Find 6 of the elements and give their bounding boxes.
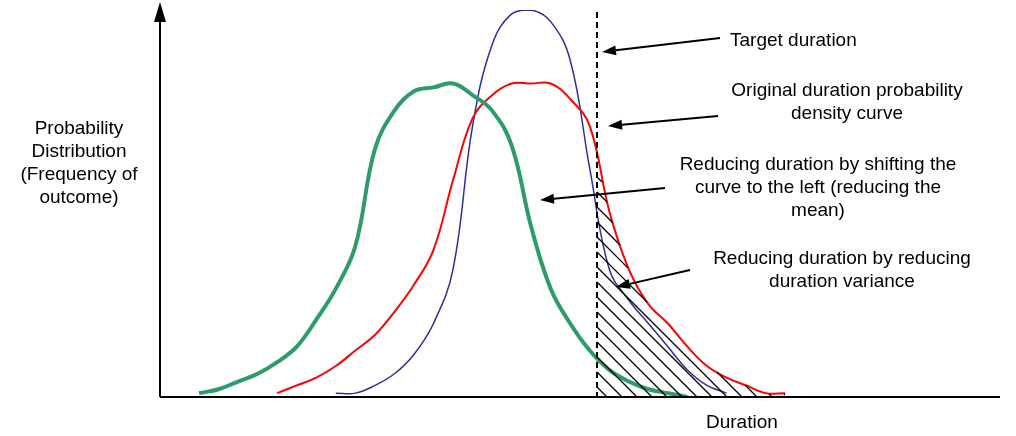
y-axis-title: Probability Distribution (Frequency of outcome) (19, 116, 139, 208)
x-axis-title: Duration (706, 410, 778, 433)
annotation: Target duration (730, 28, 858, 51)
annotation: Reducing duration by shifting the curve to the left (reducing the mean) (678, 152, 958, 221)
annotation: Original duration probability density curve (730, 78, 964, 124)
annotation: Reducing duration by reducing duration variance (712, 246, 972, 292)
